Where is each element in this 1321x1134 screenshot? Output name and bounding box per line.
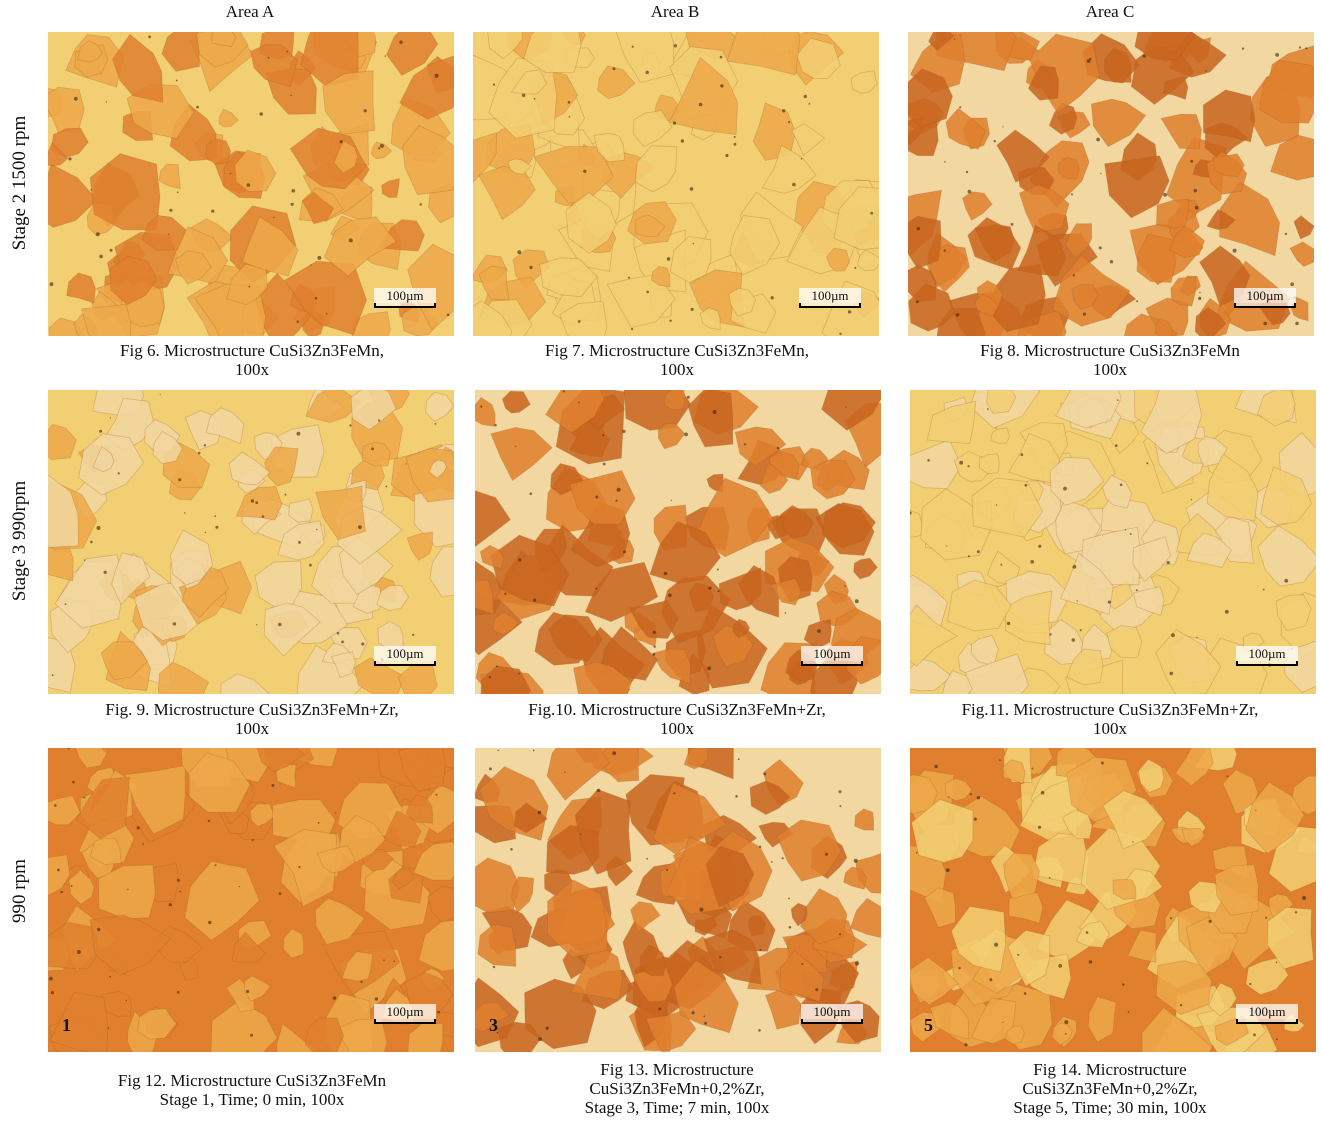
sample-marker: 1 [62,1015,71,1035]
caption-fig-12: Fig 12. Microstructure CuSi3Zn3FeMn Stage… [117,1071,387,1109]
caption-fig-7: Fig 7. Microstructure CuSi3Zn3FeMn, 100x [545,341,809,379]
caption-fig-14: Fig 14. Microstructure CuSi3Zn3FeMn+0,2%Z… [1013,1060,1207,1117]
column-header-area-c: Area C [1085,2,1135,21]
scale-bar: 100µm [1234,288,1296,308]
caption-fig-11: Fig.11. Microstructure CuSi3Zn3FeMn+Zr, 1… [961,700,1259,738]
sample-marker: 3 [489,1015,498,1035]
row-label-990: 990 rpm [9,859,30,923]
column-header-area-b: Area B [650,2,700,21]
scale-bar: 100µm [801,646,863,666]
micrograph-fig-12: 1 100µm [48,748,454,1052]
sample-marker: 5 [924,1015,933,1035]
micrograph-fig-14: 5 100µm [910,748,1316,1052]
row-label-stage-3: Stage 3 990rpm [9,480,30,602]
scale-bar: 100µm [799,288,861,308]
scale-bar: 100µm [374,646,436,666]
scale-bar: 100µm [1236,1004,1298,1024]
caption-fig-8: Fig 8. Microstructure CuSi3Zn3FeMn 100x [980,341,1240,379]
scale-bar: 100µm [801,1004,863,1024]
scale-bar: 100µm [1236,646,1298,666]
caption-fig-9: Fig. 9. Microstructure CuSi3Zn3FeMn+Zr, 1… [105,700,399,738]
micrograph-fig-9: 100µm [48,390,454,694]
scale-bar: 100µm [374,288,436,308]
micrograph-fig-11: 100µm [910,390,1316,694]
caption-fig-13: Fig 13. Microstructure CuSi3Zn3FeMn+0,2%Z… [584,1060,770,1117]
micrograph-fig-7: 100µm [473,32,879,336]
caption-fig-10: Fig.10. Microstructure CuSi3Zn3FeMn+Zr, 1… [528,700,826,738]
micrograph-fig-13: 3 100µm [475,748,881,1052]
scale-bar: 100µm [374,1004,436,1024]
micrograph-fig-10: 100µm [475,390,881,694]
micrograph-fig-8: 100µm [908,32,1314,336]
row-label-stage-2: Stage 2 1500 rpm [9,115,30,251]
caption-fig-6: Fig 6. Microstructure CuSi3Zn3FeMn, 100x [120,341,384,379]
micrograph-fig-6: 100µm [48,32,454,336]
column-header-area-a: Area A [225,2,275,21]
